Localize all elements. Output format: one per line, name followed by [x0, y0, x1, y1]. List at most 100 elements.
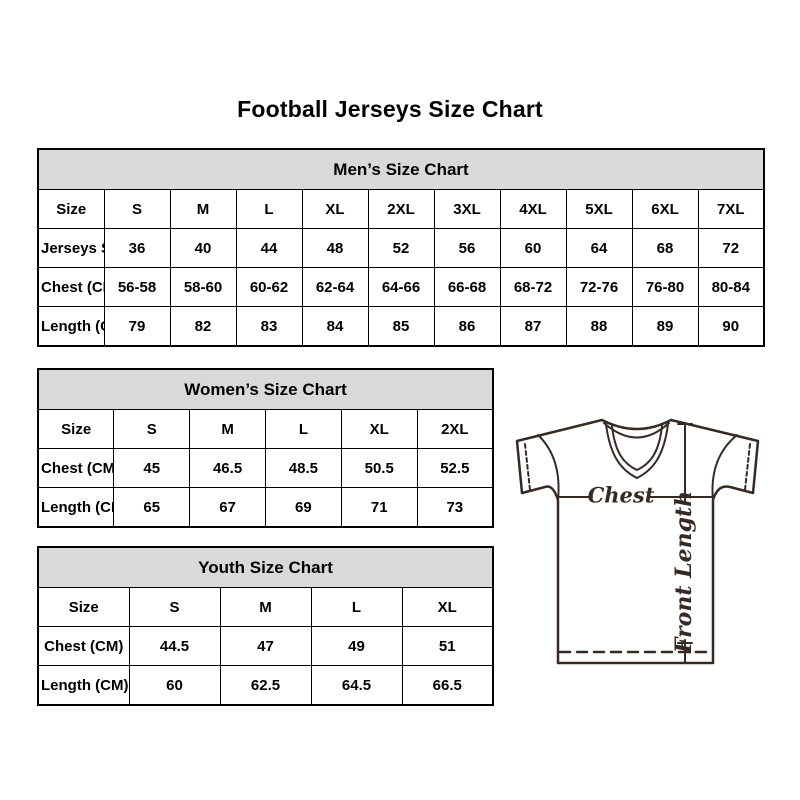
mens-size-chart-section: Men’s Size Chart Size S M L XL 2XL 3XL 4XL 5XL 6XL… — [37, 148, 765, 347]
collar-band-line — [603, 422, 670, 439]
value-cell: 4XL — [499, 189, 567, 229]
collar-v-outer-line — [605, 423, 669, 479]
youth-size-table: Youth Size Chart Size S M L XL Chest (CM) 44.5 4… — [37, 546, 494, 706]
value-cell: 45 — [113, 448, 191, 488]
value-cell: 87 — [499, 306, 567, 347]
value-cell: 5XL — [565, 189, 633, 229]
value-cell: 49 — [310, 626, 403, 666]
value-cell: 44.5 — [128, 626, 221, 666]
value-cell: 3XL — [433, 189, 501, 229]
left-cuff-dashed-line — [524, 443, 531, 491]
value-cell: 65 — [113, 487, 191, 528]
value-cell: 90 — [697, 306, 765, 347]
value-cell: S — [113, 409, 191, 449]
value-cell: 66.5 — [401, 665, 494, 706]
collar-v-inner-line — [611, 425, 663, 471]
youth-size-chart-section: Youth Size Chart Size S M L XL Chest (CM) 44.5 4… — [37, 546, 494, 706]
value-cell: 66-68 — [433, 267, 501, 307]
value-cell: 60 — [499, 228, 567, 268]
value-cell: XL — [301, 189, 369, 229]
value-cell: 64.5 — [310, 665, 403, 706]
table-row: Size S M L XL — [37, 587, 494, 627]
row-label-cell: Length (CM) — [37, 487, 115, 528]
value-cell: 36 — [103, 228, 171, 268]
value-cell: 69 — [264, 487, 342, 528]
value-cell: 62.5 — [219, 665, 312, 706]
women-size-table: Women’s Size Chart Size S M L XL 2XL Chest (CM)… — [37, 368, 494, 528]
value-cell: 73 — [416, 487, 494, 528]
value-cell: 84 — [301, 306, 369, 347]
value-cell: 72 — [697, 228, 765, 268]
table-row: Chest (CM) 44.5 47 49 51 — [37, 626, 494, 666]
value-cell: 2XL — [367, 189, 435, 229]
womens-size-chart-section: Women’s Size Chart Size S M L XL 2XL Chest (CM)… — [37, 368, 494, 528]
value-cell: 68-72 — [499, 267, 567, 307]
front-length-label: Front Length — [671, 491, 697, 654]
value-cell: M — [189, 409, 266, 449]
table-row: Size S M L XL 2XL — [37, 409, 494, 449]
right-cuff-dashed-line — [744, 443, 751, 491]
value-cell: 64 — [565, 228, 633, 268]
women-table-title: Women’s Size Chart — [37, 368, 494, 410]
value-cell: 48.5 — [264, 448, 342, 488]
value-cell: 85 — [367, 306, 435, 347]
row-label-cell: Chest (CM) — [37, 448, 115, 488]
value-cell: XL — [401, 587, 494, 627]
value-cell: XL — [340, 409, 418, 449]
value-cell: 72-76 — [565, 267, 633, 307]
value-cell: 48 — [301, 228, 369, 268]
page-title: Football Jerseys Size Chart — [237, 96, 543, 122]
row-label-cell: Chest (CM) — [37, 626, 130, 666]
table-row: Chest (CM) 45 46.5 48.5 50.5 52.5 — [37, 448, 494, 488]
value-cell: 62-64 — [301, 267, 369, 307]
value-cell: 60-62 — [235, 267, 303, 307]
men-table-title: Men’s Size Chart — [37, 148, 765, 190]
row-label-cell: Size — [37, 189, 105, 229]
table-row: Jerseys Size36404448525660646872 — [37, 228, 765, 268]
value-cell: L — [310, 587, 403, 627]
value-cell: 76-80 — [631, 267, 699, 307]
table-row: Length (CM) 60 62.5 64.5 66.5 — [37, 665, 494, 706]
value-cell: 2XL — [416, 409, 494, 449]
value-cell: L — [264, 409, 342, 449]
youth-table-title: Youth Size Chart — [37, 546, 494, 588]
chest-label: Chest — [588, 483, 655, 508]
row-label-cell: Size — [37, 409, 115, 449]
value-cell: 46.5 — [189, 448, 266, 488]
value-cell: 86 — [433, 306, 501, 347]
value-cell: S — [128, 587, 221, 627]
value-cell: 67 — [189, 487, 266, 528]
table-row: Size S M L XL 2XL 3XL 4XL 5XL 6XL 7XL — [37, 189, 765, 229]
table-header-row: Men’s Size Chart — [37, 148, 765, 190]
value-cell: 58-60 — [169, 267, 237, 307]
row-label-cell: Chest (CM) — [37, 267, 105, 307]
value-cell: 82 — [169, 306, 237, 347]
right-armhole-seam — [711, 434, 738, 501]
value-cell: 6XL — [631, 189, 699, 229]
value-cell: M — [219, 587, 312, 627]
value-cell: 79 — [103, 306, 171, 347]
value-cell: 71 — [340, 487, 418, 528]
value-cell: 44 — [235, 228, 303, 268]
value-cell: 80-84 — [697, 267, 765, 307]
value-cell: 88 — [565, 306, 633, 347]
jersey-measurement-diagram: Chest Front Length — [515, 418, 760, 665]
jersey-outline-shape — [515, 418, 760, 665]
row-label-cell: Length (CM) — [37, 306, 105, 347]
row-label-cell: Length (CM) — [37, 665, 130, 706]
value-cell: 89 — [631, 306, 699, 347]
value-cell: 52 — [367, 228, 435, 268]
value-cell: L — [235, 189, 303, 229]
value-cell: 60 — [128, 665, 221, 706]
row-label-cell: Size — [37, 587, 130, 627]
table-row: Chest (CM)56-5858-6060-6262-6464-6666-68… — [37, 267, 765, 307]
left-armhole-seam — [537, 434, 560, 501]
value-cell: 40 — [169, 228, 237, 268]
table-header-row: Women’s Size Chart — [37, 368, 494, 410]
value-cell: 68 — [631, 228, 699, 268]
value-cell: 56 — [433, 228, 501, 268]
front-length-measure-line — [677, 423, 693, 664]
